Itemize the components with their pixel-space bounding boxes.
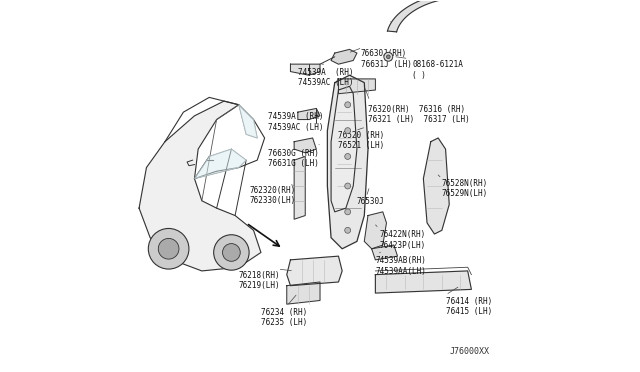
Text: 76530J: 76530J: [357, 197, 385, 206]
Text: 74539AB(RH)
74539AA(LH): 74539AB(RH) 74539AA(LH): [376, 256, 426, 276]
Text: 76218(RH)
76219(LH): 76218(RH) 76219(LH): [239, 271, 280, 290]
Polygon shape: [291, 64, 320, 75]
Polygon shape: [294, 157, 305, 219]
Polygon shape: [239, 105, 257, 138]
Polygon shape: [287, 282, 320, 304]
Text: J76000XX: J76000XX: [450, 347, 490, 356]
Polygon shape: [298, 109, 320, 119]
Polygon shape: [331, 86, 357, 212]
Polygon shape: [328, 75, 368, 249]
Circle shape: [345, 227, 351, 233]
Text: 762320(RH)
762330(LH): 762320(RH) 762330(LH): [250, 186, 296, 205]
Text: 76528N(RH)
76529N(LH): 76528N(RH) 76529N(LH): [442, 179, 488, 198]
Text: 76520 (RH)
76521 (LH): 76520 (RH) 76521 (LH): [339, 131, 385, 150]
Polygon shape: [387, 0, 456, 32]
Circle shape: [223, 244, 240, 261]
Circle shape: [158, 238, 179, 259]
Circle shape: [214, 235, 249, 270]
Text: 76234 (RH)
76235 (LH): 76234 (RH) 76235 (LH): [261, 308, 307, 327]
Text: 76320(RH)  76316 (RH)
76321 (LH)  76317 (LH): 76320(RH) 76316 (RH) 76321 (LH) 76317 (L…: [368, 105, 470, 124]
Polygon shape: [376, 271, 472, 293]
Polygon shape: [139, 101, 261, 271]
Circle shape: [384, 52, 393, 61]
Polygon shape: [424, 138, 449, 234]
Text: 08168-6121A
( ): 08168-6121A ( ): [412, 61, 463, 80]
Text: 74539A  (RH)
74539AC (LH): 74539A (RH) 74539AC (LH): [298, 68, 353, 87]
Polygon shape: [372, 245, 397, 260]
Text: 76422N(RH)
76423P(LH): 76422N(RH) 76423P(LH): [379, 230, 426, 250]
Text: 76414 (RH)
76415 (LH): 76414 (RH) 76415 (LH): [445, 297, 492, 316]
Polygon shape: [195, 149, 246, 179]
Text: 76630J(RH)
76631J (LH): 76630J(RH) 76631J (LH): [360, 49, 412, 69]
Text: 76630G (RH)
76631G (LH): 76630G (RH) 76631G (LH): [268, 149, 319, 169]
Circle shape: [148, 228, 189, 269]
Polygon shape: [364, 212, 387, 249]
Polygon shape: [331, 49, 357, 64]
Polygon shape: [339, 79, 376, 94]
Polygon shape: [294, 138, 316, 153]
Circle shape: [345, 154, 351, 160]
Circle shape: [345, 128, 351, 134]
Circle shape: [387, 55, 390, 59]
Circle shape: [345, 209, 351, 215]
Circle shape: [345, 183, 351, 189]
Polygon shape: [287, 256, 342, 286]
Text: 74539A  (RH)
74539AC (LH): 74539A (RH) 74539AC (LH): [268, 112, 324, 132]
Circle shape: [345, 102, 351, 108]
